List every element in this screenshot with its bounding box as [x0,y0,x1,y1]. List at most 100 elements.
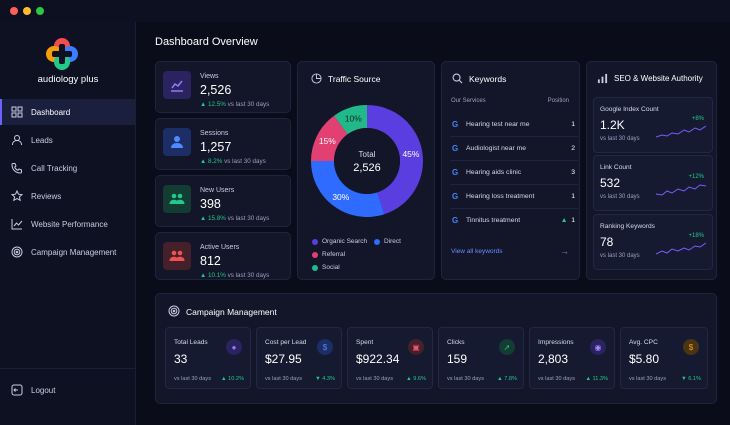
seo-change: +8% [691,116,704,122]
seo-label: Link Count [600,164,632,171]
sidebar-item-label: Reviews [31,191,62,201]
stat-label: Views [200,73,219,80]
seo-card-google-index[interactable]: Google Index Count 1.2K vs last 30 days … [593,97,713,153]
seo-value: 78 [600,235,614,249]
sidebar-item-call-tracking[interactable]: Call Tracking [0,155,135,181]
donut-hole [334,128,400,194]
close-window-button[interactable] [10,7,18,15]
campaign-change: ▼ 6.1% [681,376,701,382]
stat-value: 2,526 [200,83,232,97]
donut-slice-referral[interactable] [311,115,348,161]
sparkline [656,184,706,196]
users-icon [163,185,191,213]
google-icon: G [452,144,459,153]
arrow-right-icon[interactable]: → [560,246,569,256]
campaign-suffix: vs last 30 days [629,376,666,382]
logout-icon [11,384,23,396]
donut-slice-organic-search[interactable] [367,105,423,215]
campaign-card-impressions[interactable]: Impressions 2,803 vs last 30 days ▲ 11.3… [529,327,615,389]
logout-button[interactable]: Logout [0,377,135,403]
campaign-card-clicks[interactable]: Clicks 159 vs last 30 days ▲ 7.8% ➚ [438,327,524,389]
campaign-label: Total Leads [174,339,208,346]
campaign-title: Campaign Management [186,307,277,317]
brand-logo-icon [46,38,78,70]
pie-chart-icon [311,73,322,84]
row-divider [450,136,578,137]
user-icon [163,128,191,156]
campaign-value: $27.95 [265,352,302,366]
donut-slice-social[interactable] [334,105,367,135]
column-header-position: Position [547,98,569,104]
seo-card-ranking-keywords[interactable]: Ranking Keywords 78 vs last 30 days +18% [593,214,713,270]
wallet-icon: ▣ [408,339,424,355]
minimize-window-button[interactable] [23,7,31,15]
sparkline [656,125,706,138]
campaign-suffix: vs last 30 days [356,376,393,382]
campaign-suffix: vs last 30 days [447,376,484,382]
legend-direct: Direct [374,238,401,245]
seo-label: Google Index Count [600,106,659,113]
window-titlebar [0,0,730,22]
campaign-value: 33 [174,352,188,366]
stat-card-views[interactable]: Views 2,526 ▲ 12.5% vs last 30 days [155,61,291,113]
keyword-row[interactable]: G Tinnitus treatment ▲ 1 [452,216,575,225]
sidebar-divider [0,368,135,369]
sidebar: audiology plus Dashboard Leads Call Trac… [0,22,136,425]
column-header-services: Our Services [451,98,486,104]
campaign-suffix: vs last 30 days [265,376,302,382]
donut-slice-direct[interactable] [311,161,385,217]
seo-value: 1.2K [600,118,625,132]
campaign-value: 159 [447,352,468,366]
stat-card-sessions[interactable]: Sessions 1,257 ▲ 8.2% vs last 30 days [155,118,291,170]
google-icon: G [452,120,459,129]
sidebar-item-label: Call Tracking [31,163,78,173]
stat-value: 1,257 [200,140,232,154]
campaign-card-total-leads[interactable]: Total Leads 33 vs last 30 days ▲ 10.2% ● [165,327,251,389]
stat-card-active-users[interactable]: Active Users 812 ▲ 10.1% vs last 30 days [155,232,291,280]
campaign-card-avg-cpc[interactable]: Avg. CPC $5.80 vs last 30 days ▼ 6.1% $ [620,327,708,389]
sidebar-item-leads[interactable]: Leads [0,127,135,153]
view-all-keywords-link[interactable]: View all keywords [451,248,503,255]
keyword-row[interactable]: G Hearing aids clinic 3 [452,168,575,177]
donut-label-referral: 15% [319,136,336,146]
keyword-row[interactable]: G Hearing test near me 1 [452,120,575,129]
grid-icon [11,106,23,118]
phone-icon [11,163,22,174]
sidebar-item-website-performance[interactable]: Website Performance [0,211,135,237]
sidebar-item-campaign-management[interactable]: Campaign Management [0,239,135,265]
legend-referral: Referral [312,251,345,258]
stat-card-new-users[interactable]: New Users 398 ▲ 15.8% vs last 30 days [155,175,291,227]
stat-label: Active Users [200,244,240,251]
seo-value: 532 [600,176,621,190]
campaign-card-cost-per-lead[interactable]: Cost per Lead $27.95 vs last 30 days ▼ 4… [256,327,342,389]
keyword-row[interactable]: G Hearing loss treatment 1 [452,192,575,201]
campaign-value: 2,803 [538,352,569,366]
maximize-window-button[interactable] [36,7,44,15]
seo-title: SEO & Website Authority [614,74,703,83]
brand-name: audiology plus [37,74,99,85]
keyword-row[interactable]: G Audiologist near me 2 [452,144,575,153]
donut-label-organic-search: 45% [402,149,419,159]
campaign-label: Impressions [538,339,574,346]
sidebar-item-label: Website Performance [31,219,108,229]
logout-label: Logout [31,385,56,395]
dollar-icon: $ [317,339,333,355]
seo-change: +12% [688,174,704,180]
seo-card-link-count[interactable]: Link Count 532 vs last 30 days +12% [593,155,713,211]
campaign-label: Avg. CPC [629,339,658,346]
campaign-label: Clicks [447,339,465,346]
cursor-icon: ➚ [499,339,515,355]
campaign-card-spent[interactable]: Spent $922.34 vs last 30 days ▲ 9.6% ▣ [347,327,433,389]
google-icon: G [452,192,459,201]
sidebar-item-dashboard[interactable]: Dashboard [0,99,135,125]
stat-value: 812 [200,254,221,268]
sidebar-item-reviews[interactable]: Reviews [0,183,135,209]
traffic-source-title: Traffic Source [328,74,381,84]
trend-up-icon: ▲ [560,216,568,224]
stat-change: ▲ 12.5% vs last 30 days [200,101,270,108]
seo-suffix: vs last 30 days [600,253,640,259]
user-icon [12,135,22,146]
stat-value: 398 [200,197,221,211]
sidebar-item-label: Leads [31,135,53,145]
stat-change: ▲ 15.8% vs last 30 days [200,215,270,222]
